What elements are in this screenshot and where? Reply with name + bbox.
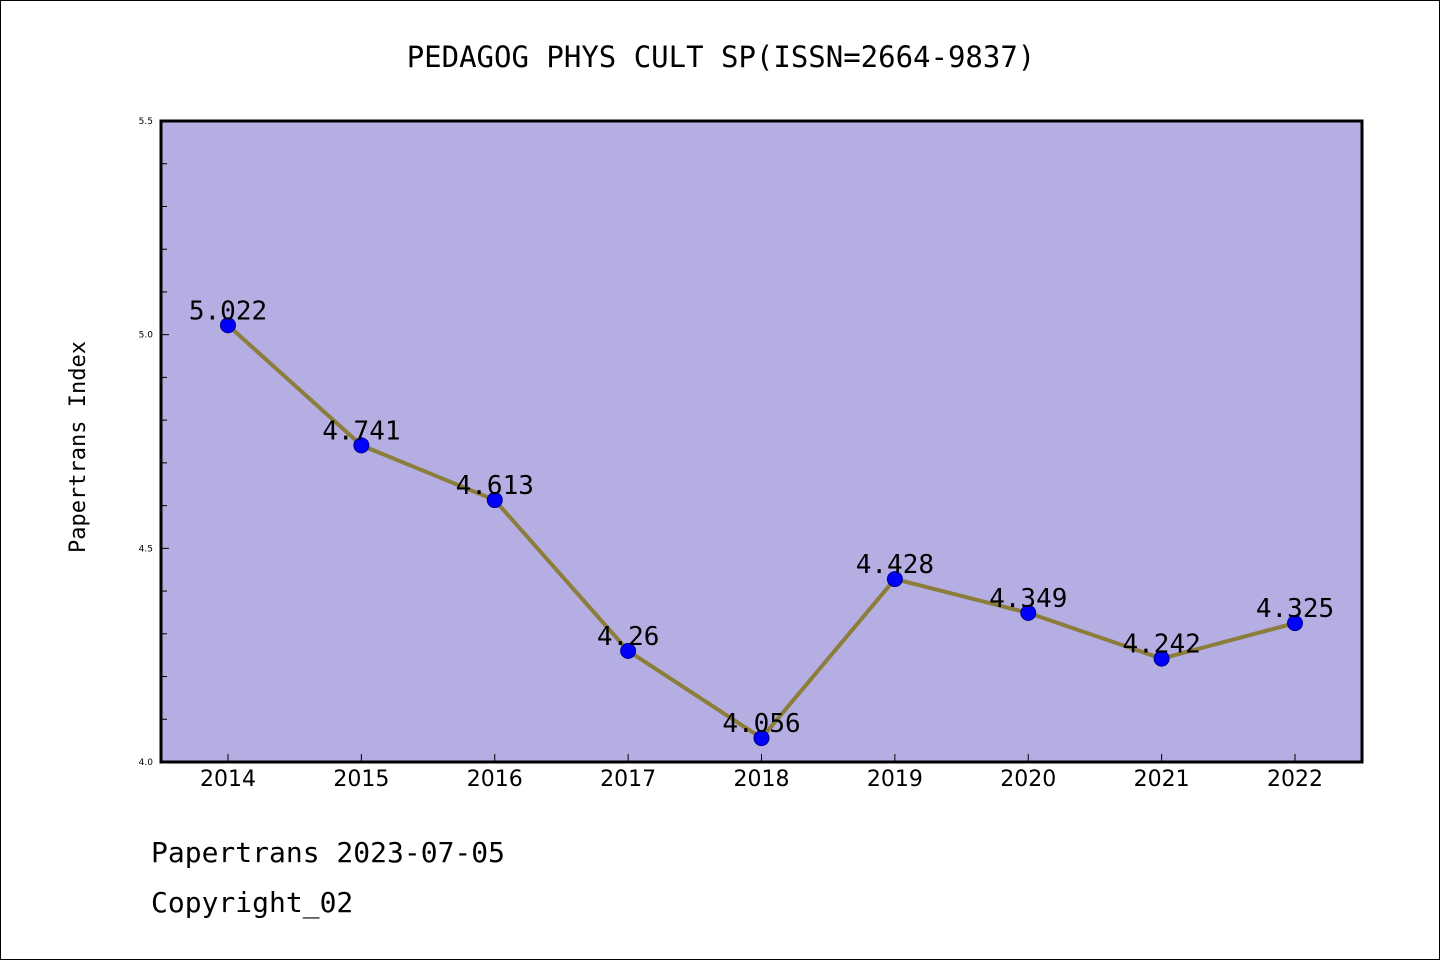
x-axis: 2014 2015 2016 2017 2018 2019 2020 2021 2022 [200,754,1323,792]
x-tick-label: 2022 [1267,767,1323,792]
y-tick-label: 4.5 [139,544,153,554]
chart-title: PEDAGOG PHYS CULT SP(ISSN=2664-9837) [407,40,1036,74]
x-tick-label: 2021 [1134,767,1190,792]
data-point [753,730,770,747]
data-point [1020,604,1037,621]
data-point [886,571,903,588]
x-tick-label: 2018 [734,767,790,792]
data-label: 4.242 [1122,630,1200,660]
y-tick-label: 5.0 [139,331,154,341]
x-tick-label: 2019 [867,767,923,792]
data-label: 4.056 [722,709,800,739]
data-label: 4.26 [597,622,660,652]
y-axis-label: Papertrans Index [66,341,91,553]
data-point [1287,615,1303,632]
data-point [353,437,370,454]
data-label: 4.349 [989,584,1067,614]
data-point [486,492,503,509]
data-label: 4.741 [322,416,400,446]
data-label: 4.325 [1256,594,1334,624]
data-point [620,642,637,659]
x-tick-label: 2016 [467,767,523,792]
x-tick-label: 2017 [600,767,656,792]
data-labels-group: 5.022 4.741 4.613 4.26 4.056 4.428 4.349 4.242 4… [189,296,1334,739]
data-point [1153,650,1170,667]
x-tick-label: 2015 [333,767,389,792]
data-label: 4.613 [456,471,534,501]
y-tick-label: 5.5 [139,117,153,127]
x-tick-label: 2014 [200,767,256,792]
footer-copyright: Copyright_02 [151,886,354,919]
y-axis: 4.0 4.5 5.0 5.5 [139,117,169,768]
footer-date: Papertrans 2023-07-05 [151,836,506,869]
data-point [220,317,236,334]
y-tick-label: 4.0 [139,758,154,768]
x-tick-label: 2020 [1000,767,1056,792]
data-label: 5.022 [189,296,267,326]
data-label: 4.428 [856,550,934,580]
markers-group [220,317,1303,747]
